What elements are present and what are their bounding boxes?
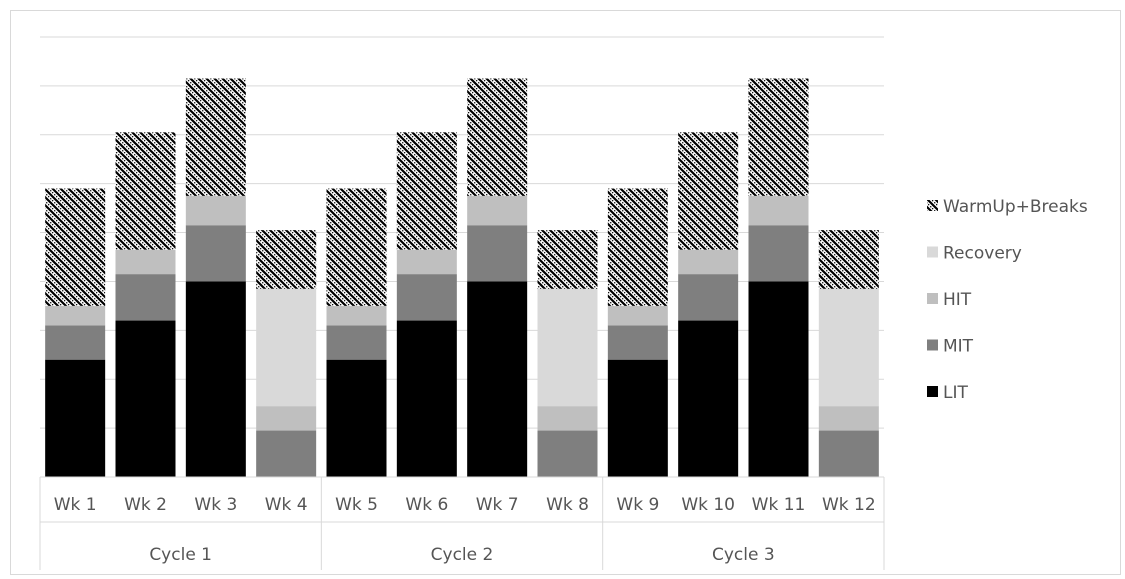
bar-segment-lit <box>326 359 387 477</box>
bar-segment-mit <box>45 325 106 360</box>
x-tick-label: Wk 12 <box>822 495 876 515</box>
bar-segment-recovery <box>818 288 879 407</box>
bar-segment-warmup-breaks <box>537 230 598 289</box>
bar-segment-hit <box>537 406 598 431</box>
bar-segment-recovery <box>256 288 317 407</box>
bar-segment-warmup-breaks <box>607 188 668 306</box>
gridlines <box>40 36 884 429</box>
x-tick-label: Wk 10 <box>681 495 735 515</box>
bar-segment-warmup-breaks <box>748 78 809 196</box>
bar-segment-hit <box>185 195 246 226</box>
bar-segment-hit <box>396 249 457 275</box>
bar-segment-lit <box>678 320 739 477</box>
x-tick-label: Wk 11 <box>752 495 806 515</box>
legend-swatch <box>927 339 938 351</box>
legend-label: MIT <box>943 337 974 357</box>
bar-segment-mit <box>607 325 668 360</box>
x-tick-label: Wk 7 <box>476 495 519 515</box>
bar-segment-mit <box>748 225 809 282</box>
bar-segment-lit <box>607 359 668 477</box>
bar-segment-hit <box>748 195 809 226</box>
bar-segment-mit <box>678 274 739 321</box>
bar-segment-mit <box>396 274 457 321</box>
legend-label: Recovery <box>943 244 1022 264</box>
bar-segment-warmup-breaks <box>115 132 176 250</box>
bar-segment-warmup-breaks <box>678 132 739 250</box>
bar-segment-hit <box>467 195 528 226</box>
bar-segment-warmup-breaks <box>256 230 317 289</box>
bar-segment-mit <box>115 274 176 321</box>
x-tick-label: Wk 2 <box>124 495 167 515</box>
bar-segment-mit <box>467 225 528 282</box>
bar-segment-mit <box>537 430 598 477</box>
x-tick-label: Wk 1 <box>54 495 97 515</box>
category-axis: Wk 1 Wk 2 Wk 3 Wk 4 Wk 5 Wk 6 Wk 7 Wk 8 Wk 9 Wk 1… <box>39 476 885 570</box>
legend-label: HIT <box>943 290 972 310</box>
legend-swatch <box>927 246 938 258</box>
bar-segment-lit <box>396 320 457 477</box>
bar-segment-lit <box>115 320 176 477</box>
bar-segment-mit <box>185 225 246 282</box>
bar-segment-hit <box>256 406 317 431</box>
bar-segment-lit <box>45 359 106 477</box>
legend-label: LIT <box>943 383 968 403</box>
x-tick-label: Wk 4 <box>265 495 308 515</box>
bar-segment-hit <box>115 249 176 275</box>
group-label: Cycle 3 <box>712 545 775 565</box>
bars <box>45 78 879 477</box>
legend-swatch <box>927 386 938 397</box>
bar-segment-lit <box>748 281 809 477</box>
bar-segment-hit <box>678 249 739 275</box>
bar-segment-lit <box>185 281 246 477</box>
bar-segment-lit <box>467 281 528 477</box>
bar-segment-hit <box>607 305 668 326</box>
bar-segment-mit <box>326 325 387 360</box>
bar-segment-warmup-breaks <box>326 188 387 306</box>
legend-swatch <box>927 200 938 211</box>
x-tick-label: Wk 5 <box>335 495 378 515</box>
bar-segment-recovery <box>537 288 598 407</box>
legend-label: WarmUp+Breaks <box>943 197 1088 217</box>
bar-segment-hit <box>818 406 879 431</box>
bar-segment-warmup-breaks <box>818 230 879 289</box>
x-tick-label: Wk 8 <box>546 495 589 515</box>
bar-segment-hit <box>326 305 387 326</box>
x-tick-label: Wk 9 <box>616 495 659 515</box>
bar-segment-warmup-breaks <box>396 132 457 250</box>
group-label: Cycle 1 <box>149 545 212 565</box>
bar-segment-hit <box>45 305 106 326</box>
bar-segment-mit <box>256 430 317 477</box>
x-tick-label: Wk 3 <box>194 495 237 515</box>
legend-swatch <box>927 293 938 304</box>
chart-frame <box>10 10 1121 575</box>
bar-segment-warmup-breaks <box>185 78 246 196</box>
x-tick-label: Wk 6 <box>405 495 448 515</box>
legend: WarmUp+Breaks Recovery HIT MIT LIT <box>927 197 1088 403</box>
bar-segment-warmup-breaks <box>467 78 528 196</box>
group-label: Cycle 2 <box>431 545 494 565</box>
bar-segment-mit <box>818 430 879 477</box>
bar-segment-warmup-breaks <box>45 188 106 306</box>
